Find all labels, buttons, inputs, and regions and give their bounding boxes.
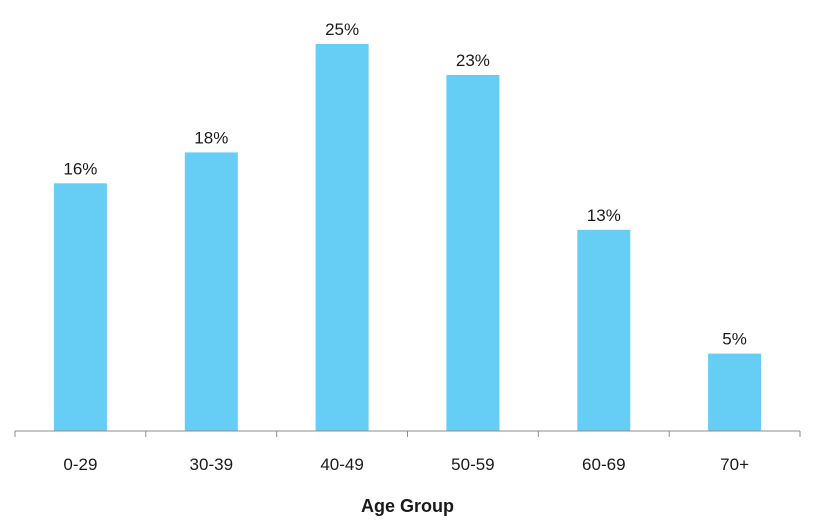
data-label-70+: 5% xyxy=(722,330,747,349)
data-label-40-49: 25% xyxy=(325,20,359,39)
x-axis-tick-labels: 0-29 30-39 40-49 50-59 60-69 70+ xyxy=(63,455,749,474)
x-axis-ticks xyxy=(14,431,801,437)
tick-label-40-49: 40-49 xyxy=(320,455,363,474)
bar-0-29 xyxy=(53,183,107,431)
bar-50-59 xyxy=(446,75,500,431)
tick-label-50-59: 50-59 xyxy=(451,455,494,474)
bar-70+ xyxy=(708,353,762,431)
bar-60-69 xyxy=(577,229,631,431)
bars-group xyxy=(53,44,762,431)
bar-30-39 xyxy=(184,152,238,431)
tick-label-60-69: 60-69 xyxy=(582,455,625,474)
tick-label-0-29: 0-29 xyxy=(63,455,97,474)
tick-label-70+: 70+ xyxy=(720,455,749,474)
data-labels-group: 16% 18% 25% 23% 13% 5% xyxy=(63,20,747,349)
data-label-50-59: 23% xyxy=(456,51,490,70)
data-label-30-39: 18% xyxy=(194,128,228,147)
tick-label-30-39: 30-39 xyxy=(190,455,233,474)
data-label-0-29: 16% xyxy=(63,159,97,178)
bar-40-49 xyxy=(315,44,369,431)
data-label-60-69: 13% xyxy=(587,206,621,225)
x-axis-title: Age Group xyxy=(361,496,454,516)
